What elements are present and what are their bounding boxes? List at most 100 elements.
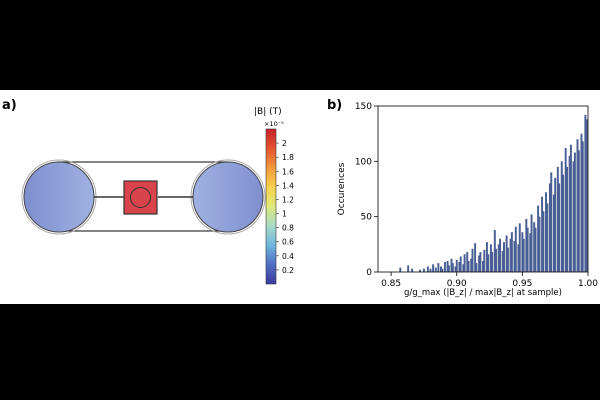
panel-b-histogram: 0.85 0.90 0.95 1.00 0 50 100 150 g/g_max (|B_z… xyxy=(337,102,598,298)
histogram-bar xyxy=(517,244,520,272)
colorbar-tick-label: 1.4 xyxy=(282,181,294,190)
histogram-bar xyxy=(566,166,568,272)
histogram-bar xyxy=(505,235,508,272)
colorbar-tick-label: 2 xyxy=(282,139,287,148)
histogram-bar xyxy=(450,258,453,272)
colorbar-tick-label: 1.6 xyxy=(282,167,294,176)
histogram-bar xyxy=(491,252,494,272)
histogram-bar xyxy=(446,260,449,272)
histogram-bar xyxy=(487,254,490,272)
histogram-bar xyxy=(495,248,498,272)
histogram-bar xyxy=(470,258,473,272)
histogram-bar xyxy=(522,238,525,272)
histogram-bar xyxy=(545,192,547,272)
histogram-bar xyxy=(501,250,504,272)
histogram-bar xyxy=(572,161,575,272)
panel-b-label: b) xyxy=(327,98,343,113)
histogram-bar xyxy=(514,226,517,272)
histogram-bar xyxy=(576,139,579,272)
histogram-bar xyxy=(560,161,563,272)
histogram-bar xyxy=(556,166,559,272)
histogram-bar xyxy=(497,244,500,272)
histogram-bar xyxy=(447,265,450,272)
plot-frame xyxy=(377,105,589,273)
histogram-bar xyxy=(466,252,469,272)
histogram-bar xyxy=(541,196,544,272)
histogram-bars xyxy=(399,114,588,272)
histogram-bar xyxy=(518,223,521,272)
histogram-bar xyxy=(419,269,421,272)
histogram-bar xyxy=(510,232,513,272)
x-tick-label: 0.95 xyxy=(512,279,532,289)
histogram-bar xyxy=(455,259,458,272)
sample-box xyxy=(123,180,158,215)
histogram-bar xyxy=(441,268,444,272)
histogram-bar xyxy=(538,216,541,272)
colorbar-tick-label: 0.2 xyxy=(282,266,294,275)
histogram-bar xyxy=(584,114,587,272)
histogram-bar xyxy=(407,265,410,272)
histogram-bar xyxy=(569,144,572,272)
histogram-bar xyxy=(503,242,505,272)
histogram-bar xyxy=(485,242,488,272)
histogram-bar xyxy=(568,155,571,272)
histogram-bar xyxy=(429,268,432,272)
y-axis-label: Occurences xyxy=(337,162,347,215)
histogram-bar xyxy=(554,177,557,272)
histogram-bar xyxy=(443,262,446,272)
histogram-bar xyxy=(482,260,484,272)
x-tick-label: 0.85 xyxy=(381,279,401,289)
x-axis-ticks: 0.85 0.90 0.95 1.00 xyxy=(381,272,598,289)
histogram-bar xyxy=(585,119,588,272)
histogram-bar xyxy=(513,241,516,272)
histogram-bar xyxy=(573,152,576,272)
histogram-bar xyxy=(483,249,486,272)
histogram-bar xyxy=(542,211,545,272)
histogram-bar xyxy=(537,205,540,272)
histogram-bar xyxy=(562,174,565,272)
histogram-bar xyxy=(471,248,474,272)
colorbar-title: |B| (T) xyxy=(254,107,282,117)
histogram-bar xyxy=(534,227,537,272)
histogram-bar xyxy=(552,194,555,272)
histogram-bar xyxy=(475,263,478,272)
histogram-bar xyxy=(509,238,512,272)
y-tick-label: 100 xyxy=(355,157,372,167)
histogram-bar xyxy=(437,263,440,272)
colorbar-tick-label: 0.8 xyxy=(282,224,294,233)
colorbar-tick-label: 1.8 xyxy=(282,153,294,162)
left-coil xyxy=(23,161,95,233)
histogram-bar xyxy=(399,267,402,272)
colorbar-tick-label: 0.4 xyxy=(282,252,294,261)
histogram-bar xyxy=(525,218,528,272)
sample-circle xyxy=(130,187,151,208)
histogram-bar xyxy=(580,133,583,272)
colorbar-tick-label: 1 xyxy=(282,210,287,219)
x-tick-label: 1.00 xyxy=(578,279,598,289)
magnet-geometry xyxy=(21,159,266,235)
x-tick-label: 0.90 xyxy=(447,279,467,289)
x-axis-label: g/g_max (|B_z| / max|B_z| at sample) xyxy=(404,288,562,298)
histogram-bar xyxy=(548,183,551,272)
y-tick-label: 0 xyxy=(366,268,372,278)
histogram-bar xyxy=(521,232,524,272)
histogram-bar xyxy=(550,172,553,272)
histogram-bar xyxy=(463,254,466,272)
histogram-bar xyxy=(533,222,536,272)
histogram-bar xyxy=(454,266,457,272)
right-coil xyxy=(192,161,264,233)
histogram-bar xyxy=(434,267,437,272)
histogram-bar xyxy=(474,243,477,272)
colorbar-multiplier: ×10⁻⁵ xyxy=(264,120,284,128)
histogram-bar xyxy=(459,256,462,272)
y-axis-ticks: 0 50 100 150 xyxy=(355,102,378,278)
histogram-bar xyxy=(426,266,429,272)
histogram-bar xyxy=(422,268,425,272)
histogram-bar xyxy=(499,238,502,272)
histogram-bar xyxy=(451,263,454,272)
histogram-bar xyxy=(581,141,584,272)
histogram-bar xyxy=(479,252,482,272)
histogram-bar xyxy=(478,255,481,272)
histogram-bar xyxy=(440,266,442,272)
colorbar-bar xyxy=(265,128,277,285)
